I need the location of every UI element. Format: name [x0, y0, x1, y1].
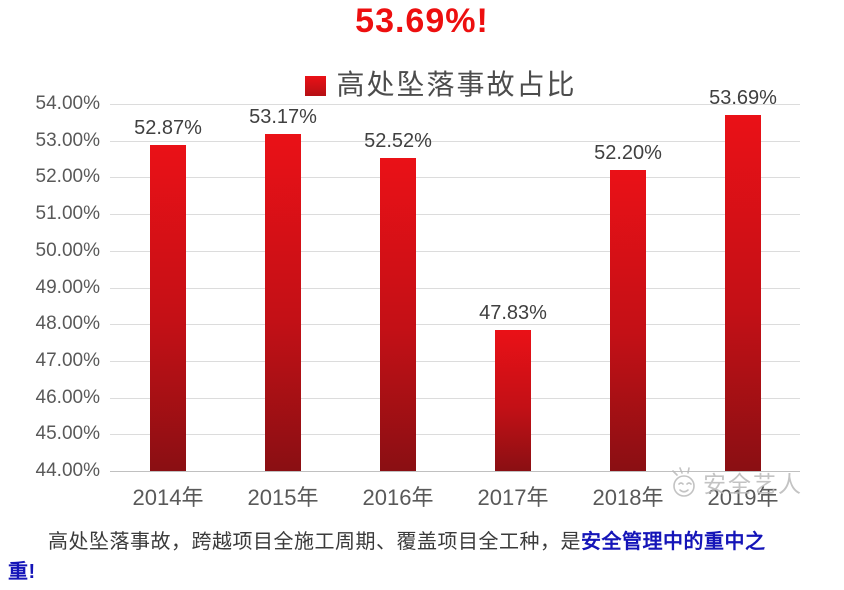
y-axis-tick-label: 47.00% — [35, 350, 100, 371]
y-axis-tick-label: 51.00% — [35, 203, 100, 224]
gridline — [110, 398, 800, 399]
legend-label: 高处坠落事故占比 — [336, 70, 577, 101]
y-axis-tick-label: 45.00% — [35, 423, 100, 444]
caption: 高处坠落事故，跨越项目全施工周期、覆盖项目全工种，是安全管理中的重中之重! — [8, 527, 826, 587]
smiley-logo-icon — [672, 467, 695, 497]
watermark-text: 安全艺人 — [703, 471, 803, 497]
x-axis-tick-label: 2016年 — [362, 485, 434, 510]
bar — [265, 134, 301, 471]
gridline — [110, 251, 800, 252]
bar — [150, 145, 186, 471]
y-axis-tick-label: 52.00% — [35, 166, 100, 187]
gridline — [110, 288, 800, 289]
bar — [495, 330, 531, 471]
page-title: 53.69%! — [355, 2, 489, 40]
y-axis-tick-label: 53.00% — [35, 130, 100, 151]
x-axis-tick-label: 2018年 — [592, 485, 664, 510]
x-axis-tick-label: 2014年 — [132, 485, 204, 510]
bar-value-label: 52.20% — [594, 142, 662, 164]
bar — [380, 158, 416, 471]
gridline — [110, 361, 800, 362]
gridline — [110, 104, 800, 105]
gridline — [110, 434, 800, 435]
bar-value-label: 53.17% — [249, 106, 317, 128]
bar-value-label: 47.83% — [479, 302, 547, 324]
gridline — [110, 471, 800, 472]
x-axis-tick-label: 2017年 — [477, 485, 549, 510]
y-axis-tick-label: 50.00% — [35, 240, 100, 261]
y-axis-tick-label: 46.00% — [35, 387, 100, 408]
bar — [725, 115, 761, 471]
caption-highlight-line2: 重! — [8, 561, 36, 583]
bar-value-label: 52.87% — [134, 117, 202, 139]
y-axis-tick-label: 48.00% — [35, 313, 100, 334]
bar-value-label: 52.52% — [364, 130, 432, 152]
watermark: 安全艺人 — [668, 464, 803, 500]
gridline — [110, 214, 800, 215]
y-axis-tick-label: 49.00% — [35, 277, 100, 298]
legend-swatch-icon — [305, 76, 327, 96]
caption-highlight: 安全管理中的重中之 — [581, 531, 766, 553]
gridline — [110, 141, 800, 142]
x-axis-tick-label: 2019年 — [707, 485, 779, 510]
bar — [610, 170, 646, 471]
bar-value-label: 53.69% — [709, 87, 777, 109]
y-axis-tick-label: 54.00% — [35, 93, 100, 114]
gridline — [110, 324, 800, 325]
gridline — [110, 177, 800, 178]
caption-text: 高处坠落事故，跨越项目全施工周期、覆盖项目全工种，是 — [48, 531, 581, 553]
y-axis-tick-label: 44.00% — [35, 460, 100, 481]
x-axis-tick-label: 2015年 — [247, 485, 319, 510]
chart-legend: 高处坠落事故占比 — [0, 63, 844, 103]
